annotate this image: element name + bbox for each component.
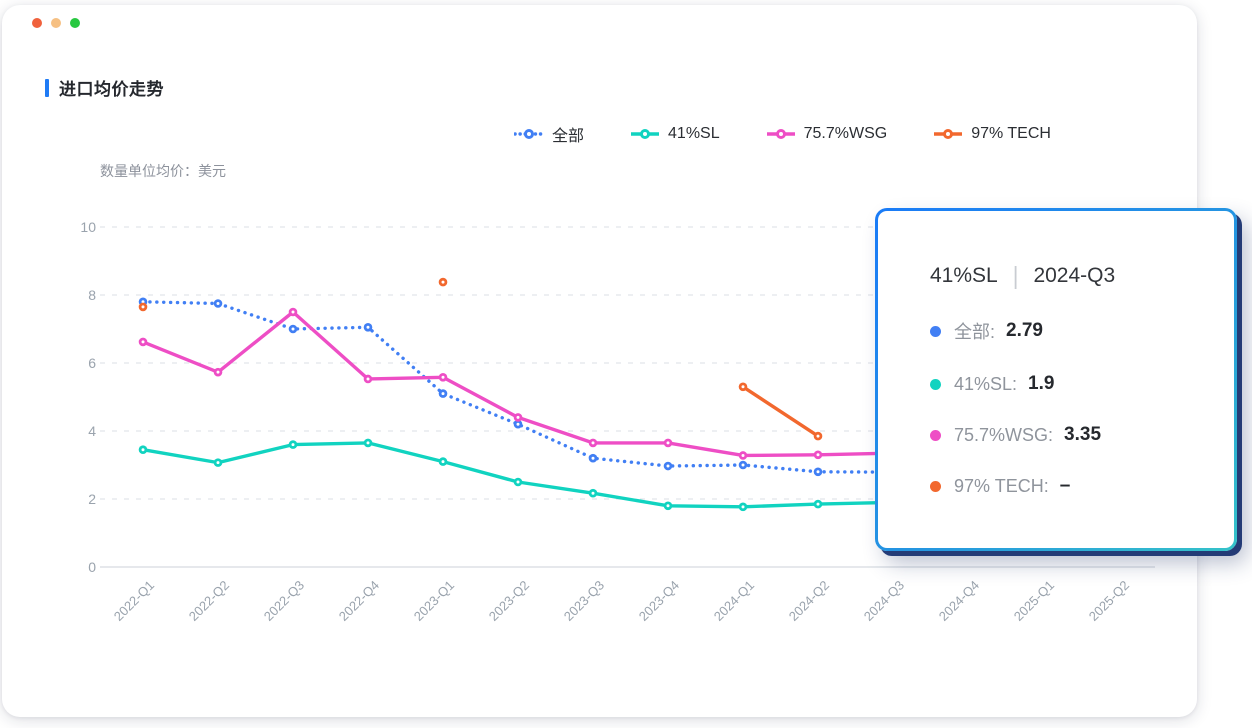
- page-title: 进口均价走势: [59, 80, 164, 99]
- legend-label: 41%SL: [668, 125, 720, 142]
- chart-tooltip: 41%SL | 2024-Q3 全部: 2.79 41%SL: 1.9 75.7%WSG…: [875, 208, 1237, 551]
- tooltip-row-value: 1.9: [1028, 373, 1055, 394]
- legend-marker-icon: [631, 129, 660, 139]
- svg-text:2: 2: [88, 491, 96, 507]
- svg-text:2022-Q4: 2022-Q4: [336, 578, 382, 624]
- svg-text:2025-Q1: 2025-Q1: [1011, 578, 1057, 624]
- title-accent-bar: [45, 78, 49, 97]
- window-controls: [32, 18, 80, 28]
- tooltip-row: 97% TECH: –: [930, 475, 1218, 497]
- svg-text:2024-Q3: 2024-Q3: [861, 578, 907, 624]
- legend-item-41-sl[interactable]: 41%SL: [630, 125, 720, 143]
- legend-label: 全部: [552, 128, 585, 145]
- svg-text:2023-Q2: 2023-Q2: [486, 578, 532, 624]
- svg-text:2022-Q2: 2022-Q2: [186, 578, 232, 624]
- tooltip-series-dot-icon: [930, 325, 941, 337]
- legend-item--[interactable]: 全部: [514, 122, 584, 146]
- legend-marker-icon: [934, 129, 963, 139]
- tooltip-row-value: 3.35: [1064, 424, 1102, 445]
- tooltip-series-dot-icon: [930, 429, 941, 441]
- svg-text:2024-Q1: 2024-Q1: [711, 578, 757, 624]
- legend-label: 75.7%WSG: [803, 125, 888, 142]
- tooltip-row-value: 2.79: [1006, 320, 1043, 341]
- app-window: 进口均价走势 全部 41%SL 75.7%WSG 97% TECH 数量单位均价：美元…: [2, 5, 1237, 717]
- legend-label: 97% TECH: [971, 125, 1051, 142]
- chart-legend: 全部 41%SL 75.7%WSG 97% TECH: [514, 122, 1051, 146]
- tooltip-row-label: 全部:: [954, 322, 996, 342]
- tooltip-rows: 全部: 2.79 41%SL: 1.9 75.7%WSG: 3.35 97% TECH: –: [930, 318, 1218, 497]
- svg-text:2024-Q4: 2024-Q4: [936, 578, 982, 624]
- unit-label: 数量单位均价：美元: [100, 163, 226, 179]
- window-control-red[interactable]: [32, 18, 42, 28]
- svg-text:2022-Q1: 2022-Q1: [111, 578, 157, 624]
- window-control-yellow[interactable]: [51, 18, 61, 28]
- svg-text:2025-Q2: 2025-Q2: [1086, 578, 1132, 624]
- window-control-green[interactable]: [70, 18, 80, 28]
- tooltip-period: 2024-Q3: [1033, 264, 1116, 287]
- svg-text:2023-Q4: 2023-Q4: [636, 578, 682, 624]
- svg-text:2023-Q3: 2023-Q3: [561, 578, 607, 624]
- svg-text:2022-Q3: 2022-Q3: [261, 578, 307, 624]
- svg-text:8: 8: [88, 287, 96, 303]
- tooltip-series-name: 41%SL: [930, 264, 998, 287]
- section-header: 进口均价走势: [45, 75, 164, 100]
- legend-marker-icon: [514, 129, 544, 139]
- svg-text:0: 0: [88, 559, 96, 575]
- tooltip-divider: |: [1012, 261, 1019, 290]
- tooltip-row-label: 75.7%WSG:: [954, 424, 1054, 445]
- svg-text:4: 4: [88, 423, 96, 439]
- svg-text:2023-Q1: 2023-Q1: [411, 578, 457, 624]
- svg-text:10: 10: [80, 219, 96, 235]
- legend-item-97-tech[interactable]: 97% TECH: [933, 125, 1051, 143]
- tooltip-row: 全部: 2.79: [930, 318, 1218, 344]
- tooltip-series-dot-icon: [930, 378, 941, 390]
- legend-marker-icon: [766, 129, 795, 139]
- svg-text:6: 6: [88, 355, 96, 371]
- tooltip-header: 41%SL | 2024-Q3: [930, 261, 1218, 290]
- tooltip-row: 41%SL: 1.9: [930, 373, 1218, 395]
- tooltip-row-value: –: [1059, 475, 1071, 496]
- tooltip-row-label: 97% TECH:: [954, 475, 1049, 496]
- svg-text:2024-Q2: 2024-Q2: [786, 578, 832, 624]
- tooltip-series-dot-icon: [930, 480, 941, 492]
- tooltip-row: 75.7%WSG: 3.35: [930, 424, 1218, 446]
- tooltip-row-label: 41%SL:: [954, 373, 1018, 394]
- tooltip-body: 41%SL | 2024-Q3 全部: 2.79 41%SL: 1.9 75.7%WSG…: [878, 211, 1234, 548]
- legend-item-75-7-wsg[interactable]: 75.7%WSG: [766, 125, 888, 143]
